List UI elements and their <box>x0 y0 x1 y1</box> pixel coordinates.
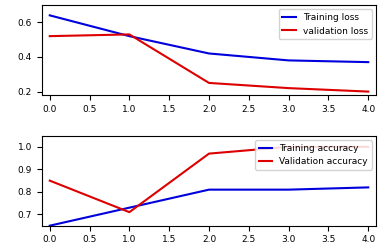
Training loss <box>207 52 211 55</box>
Line: Training accuracy: Training accuracy <box>50 187 368 226</box>
Training accuracy <box>48 224 52 227</box>
Line: Training loss: Training loss <box>50 15 368 62</box>
Line: Validation accuracy: Validation accuracy <box>50 147 368 212</box>
validation loss <box>366 90 370 93</box>
Training loss <box>366 61 370 64</box>
Line: validation loss: validation loss <box>50 34 368 92</box>
Validation accuracy <box>48 179 52 182</box>
Training loss <box>287 59 291 62</box>
Training accuracy <box>207 188 211 191</box>
Validation accuracy <box>287 145 291 148</box>
validation loss <box>207 81 211 84</box>
Training accuracy <box>287 188 291 191</box>
Training accuracy <box>127 206 131 209</box>
Legend: Training loss, validation loss: Training loss, validation loss <box>279 9 372 39</box>
Training loss <box>48 14 52 17</box>
Validation accuracy <box>207 152 211 155</box>
Validation accuracy <box>366 145 370 148</box>
Validation accuracy <box>127 211 131 214</box>
validation loss <box>48 35 52 38</box>
Legend: Training accuracy, Validation accuracy: Training accuracy, Validation accuracy <box>255 140 372 170</box>
Training loss <box>127 35 131 38</box>
validation loss <box>127 33 131 36</box>
Training accuracy <box>366 186 370 189</box>
validation loss <box>287 87 291 90</box>
